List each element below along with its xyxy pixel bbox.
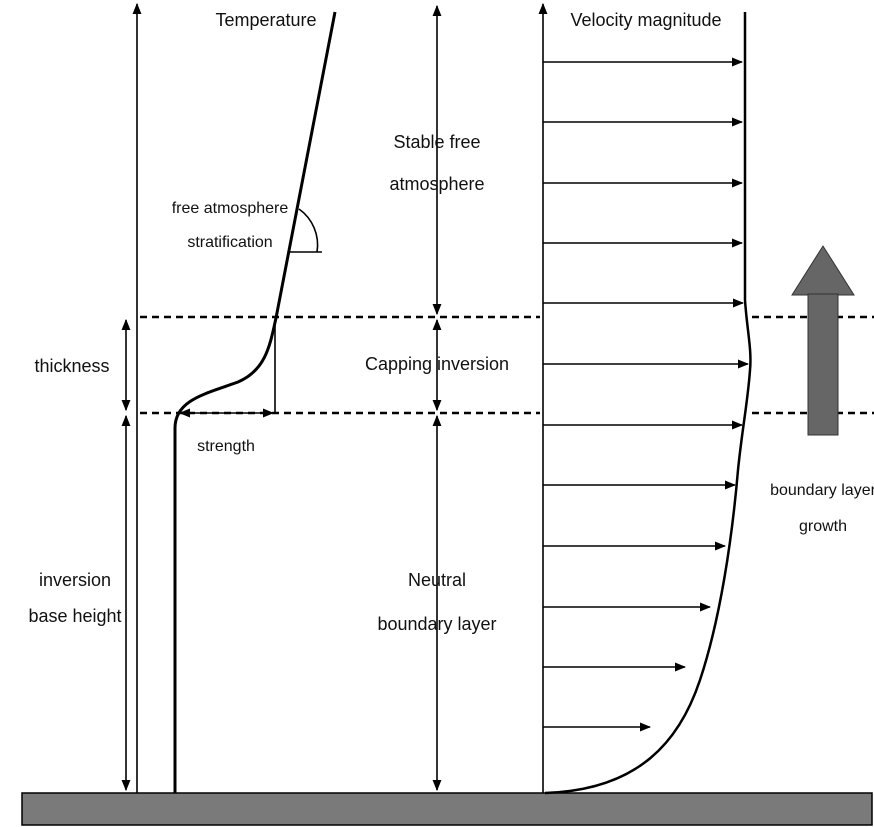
velocity-title: Velocity magnitude: [570, 10, 721, 30]
velocity-profile: [538, 2, 752, 795]
growth-label: boundary layer: [770, 482, 874, 499]
growth-label: growth: [799, 518, 847, 535]
ground: [21, 792, 873, 826]
temperature-profile: [173, 11, 337, 793]
stratification-label: free atmosphere: [172, 200, 289, 217]
thickness-label: thickness: [34, 356, 109, 376]
stable-label: Stable free: [393, 132, 480, 152]
neutral-label: boundary layer: [377, 614, 496, 634]
growth-arrow: [791, 245, 855, 436]
labels: Temperature Velocity magnitude Stable fr…: [28, 10, 874, 634]
height-arrows: [121, 2, 442, 793]
temperature-title: Temperature: [215, 10, 316, 30]
neutral-label: Neutral: [408, 570, 466, 590]
capping-label: Capping inversion: [365, 354, 509, 374]
strength-label: strength: [197, 438, 255, 455]
base-height-label: base height: [28, 606, 121, 626]
stable-label: atmosphere: [389, 174, 484, 194]
base-height-label: inversion: [39, 570, 111, 590]
stratification-label: stratification: [187, 234, 272, 251]
